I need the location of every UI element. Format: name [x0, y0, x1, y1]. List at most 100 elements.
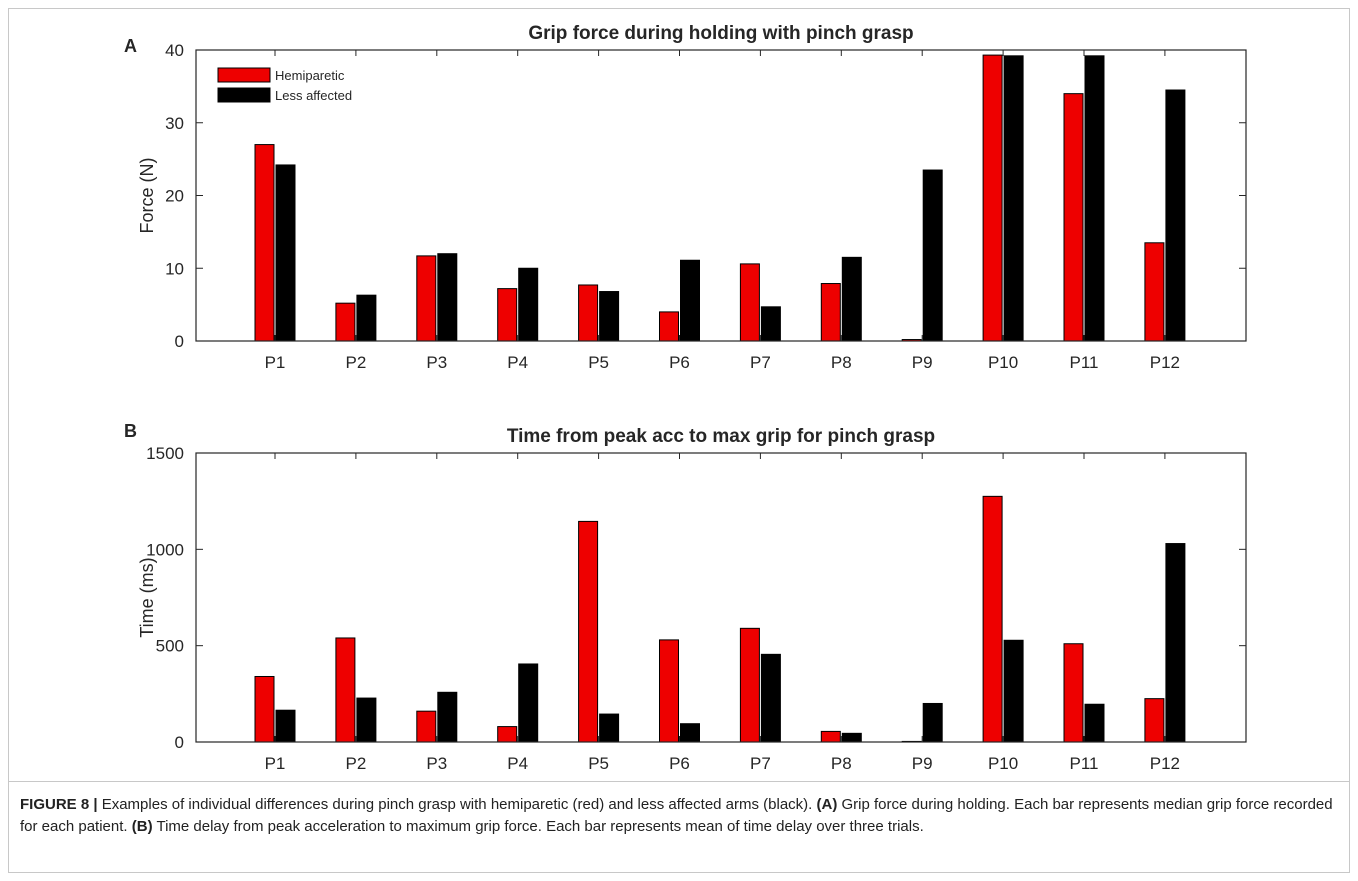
x-tick-label: P5 — [588, 754, 609, 773]
caption-part3: Time delay from peak acceleration to max… — [152, 818, 924, 835]
caption-divider — [8, 781, 1350, 782]
bar-p12-series-2 — [1165, 543, 1186, 743]
x-tick-label: P1 — [265, 754, 286, 773]
bar-p11-series-1 — [1063, 643, 1084, 743]
bar-p8-series-2 — [841, 732, 862, 743]
bar-p12-series-1 — [1144, 242, 1165, 342]
y-axis-label: Force (N) — [137, 158, 157, 234]
y-tick-label: 10 — [165, 259, 184, 278]
figure-caption: FIGURE 8 | Examples of individual differ… — [20, 794, 1340, 838]
legend: Hemiparetic Less affected — [217, 67, 352, 103]
bar-p11-series-2 — [1084, 703, 1105, 743]
bar-p11-series-1 — [1063, 93, 1084, 342]
x-tick-label: P11 — [1070, 353, 1099, 372]
bar-p4-series-1 — [497, 726, 518, 743]
bar-p5-series-1 — [578, 284, 599, 342]
legend-label-1: Hemiparetic — [275, 68, 345, 83]
bar-p6-series-2 — [680, 259, 700, 342]
bar-p9-series-2 — [922, 169, 943, 342]
y-tick-label: 1500 — [146, 444, 184, 463]
bar-p5-series-2 — [599, 713, 620, 743]
bar-p2-series-2 — [356, 294, 377, 342]
bar-p4-series-1 — [497, 288, 518, 342]
chart-panel-b: B Time from peak acc to max grip for pinc… — [124, 421, 1247, 773]
chart-panel-a: A Grip force during holding with pinch gr… — [124, 23, 1247, 372]
panel-letter: B — [124, 421, 137, 441]
bar-p1-series-1 — [254, 675, 275, 743]
y-tick-label: 0 — [175, 332, 184, 351]
x-tick-label: P9 — [912, 353, 933, 372]
bar-p1-series-2 — [275, 164, 296, 342]
y-axis-label: Time (ms) — [137, 557, 157, 637]
bar-p4-series-2 — [518, 663, 539, 743]
caption-part2: Grip force during holding. Each bar repr… — [20, 796, 1333, 835]
x-tick-label: P10 — [988, 353, 1018, 372]
bar-p3-series-1 — [416, 710, 437, 743]
bar-p7-series-1 — [739, 263, 760, 342]
x-tick-label: P3 — [426, 353, 447, 372]
y-tick-label: 40 — [165, 41, 184, 60]
bar-p3-series-1 — [416, 255, 437, 342]
caption-a-label: (A) — [816, 796, 838, 813]
bar-p7-series-1 — [739, 627, 760, 743]
bar-p2-series-2 — [356, 697, 377, 743]
panel-letter: A — [124, 36, 137, 56]
legend-label-2: Less affected — [275, 88, 352, 103]
x-tick-label: P4 — [507, 754, 528, 773]
bar-p8-series-1 — [820, 283, 841, 342]
x-tick-label: P6 — [669, 754, 690, 773]
y-tick-label: 30 — [165, 114, 184, 133]
x-tick-label: P7 — [750, 754, 771, 773]
bar-p9-series-2 — [922, 702, 943, 743]
bar-p7-series-2 — [760, 306, 781, 342]
bar-p6-series-2 — [680, 723, 700, 743]
bar-p8-series-1 — [820, 730, 841, 743]
legend-swatch-2 — [217, 87, 271, 103]
y-tick-label: 20 — [165, 187, 184, 206]
bar-p2-series-1 — [335, 637, 356, 743]
chart-title: Grip force during holding with pinch gra… — [528, 23, 913, 44]
bar-p3-series-2 — [437, 691, 458, 743]
bar-p10-series-2 — [1003, 639, 1024, 743]
x-tick-label: P10 — [988, 754, 1018, 773]
caption-label: FIGURE 8 | — [20, 796, 98, 813]
figure-charts: A Grip force during holding with pinch gr… — [124, 23, 1247, 773]
bar-p5-series-2 — [599, 291, 620, 342]
caption-part1: Examples of individual differences durin… — [97, 796, 817, 813]
bar-p10-series-1 — [982, 54, 1003, 342]
plot-area-border — [195, 452, 1247, 743]
x-tick-label: P4 — [507, 353, 528, 372]
bar-p11-series-2 — [1084, 55, 1105, 342]
bar-p12-series-1 — [1144, 698, 1165, 743]
x-tick-label: P9 — [912, 754, 933, 773]
x-tick-label: P12 — [1150, 754, 1180, 773]
bar-p1-series-1 — [254, 144, 275, 342]
x-tick-label: P3 — [426, 754, 447, 773]
x-tick-label: P11 — [1070, 754, 1099, 773]
bar-p1-series-2 — [275, 709, 296, 743]
bar-p3-series-2 — [437, 253, 458, 342]
bar-p12-series-2 — [1165, 89, 1186, 342]
x-tick-label: P6 — [669, 353, 690, 372]
bar-p6-series-1 — [659, 311, 679, 342]
y-tick-label: 1000 — [146, 540, 184, 559]
y-tick-label: 500 — [156, 637, 184, 656]
x-tick-label: P8 — [831, 353, 852, 372]
bar-p10-series-2 — [1003, 55, 1024, 342]
chart-title: Time from peak acc to max grip for pinch… — [507, 426, 935, 447]
bar-p7-series-2 — [760, 653, 781, 743]
x-tick-label: P2 — [346, 353, 367, 372]
bar-p8-series-2 — [841, 256, 862, 342]
y-tick-label: 0 — [175, 733, 184, 752]
x-tick-label: P2 — [346, 754, 367, 773]
x-tick-label: P5 — [588, 353, 609, 372]
x-tick-label: P8 — [831, 754, 852, 773]
x-tick-label: P7 — [750, 353, 771, 372]
caption-b-label: (B) — [131, 818, 153, 835]
bar-p2-series-1 — [335, 302, 356, 342]
bar-p6-series-1 — [659, 639, 679, 743]
x-tick-label: P1 — [265, 353, 286, 372]
legend-swatch-1 — [217, 67, 271, 83]
x-tick-label: P12 — [1150, 353, 1180, 372]
bar-p5-series-1 — [578, 520, 599, 743]
